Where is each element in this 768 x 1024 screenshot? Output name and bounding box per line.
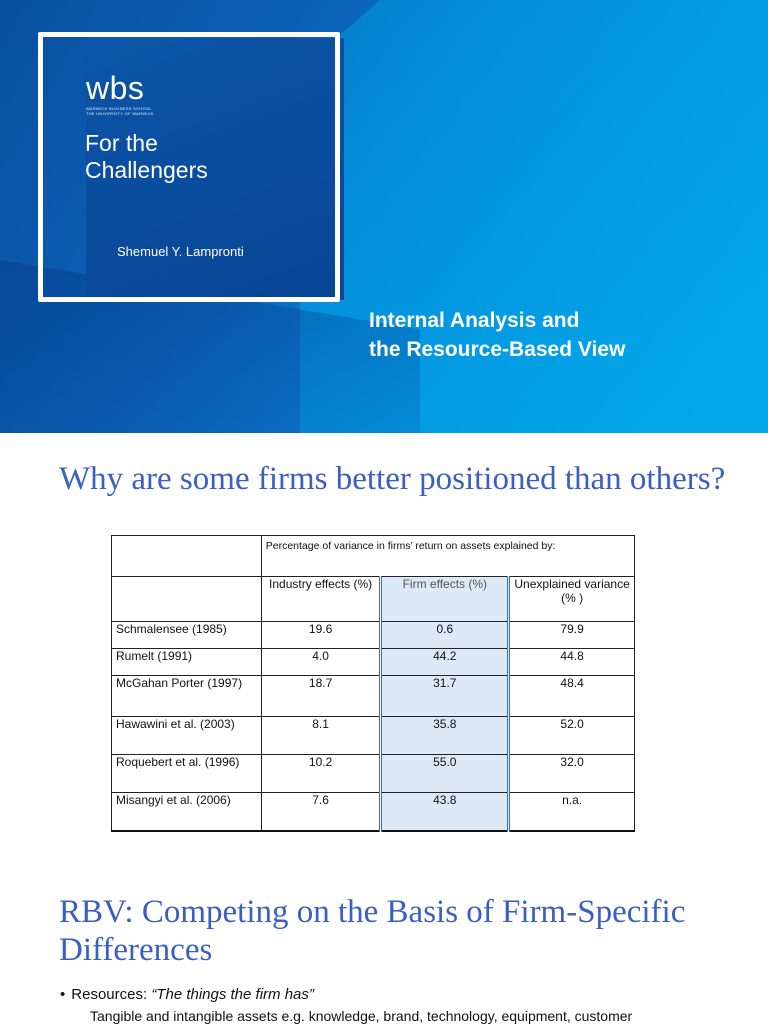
study-cell: Schmalensee (1985)	[111, 621, 262, 649]
industry-cell: 10.2	[260, 754, 382, 793]
firm-cell: 35.8	[379, 716, 511, 755]
unexplained-cell: 79.9	[508, 621, 635, 649]
tagline-line-2: Challengers	[85, 157, 208, 183]
table-row: Roquebert et al. (1996) 10.2 55.0 32.0	[111, 754, 635, 793]
study-cell: Misangyi et al. (2006)	[111, 792, 262, 832]
slide-heading-rbv: RBV: Competing on the Basis of Firm-Spec…	[59, 894, 686, 968]
bullet-label: Resources:	[71, 986, 152, 1003]
table-row: Schmalensee (1985) 19.6 0.6 79.9	[111, 621, 635, 649]
logo-sub-line-1: WARWICK BUSINESS SCHOOL	[86, 106, 152, 111]
study-cell: Roquebert et al. (1996)	[111, 754, 262, 793]
tagline: For the Challengers	[85, 130, 208, 184]
firm-cell: 43.8	[379, 792, 511, 832]
firm-cell: 31.7	[379, 675, 511, 717]
deck-title-line-2: the Resource-Based View	[369, 338, 626, 361]
table-column-header-row: Industry effects (%) Firm effects (%) Un…	[111, 576, 635, 622]
industry-cell: 8.1	[260, 716, 382, 755]
unexplained-cell: n.a.	[508, 792, 635, 832]
table-caption: Percentage of variance in firms’ return …	[260, 535, 636, 577]
industry-cell: 7.6	[260, 792, 382, 832]
industry-cell: 4.0	[260, 648, 382, 676]
table-row: Hawawini et al. (2003) 8.1 35.8 52.0	[111, 716, 635, 755]
slide-heading-positioning: Why are some firms better positioned tha…	[59, 461, 726, 497]
table-caption-row: Percentage of variance in firms’ return …	[111, 535, 636, 577]
study-cell: McGahan Porter (1997)	[111, 675, 262, 717]
bullet-dot-icon: •	[60, 986, 66, 1003]
table-row: Rumelt (1991) 4.0 44.2 44.8	[111, 648, 635, 676]
table-row: McGahan Porter (1997) 18.7 31.7 48.4	[111, 675, 635, 717]
bullet-resources: • Resources: “The things the firm has”	[60, 986, 314, 1003]
logo-sub-line-2: THE UNIVERSITY OF WARWICK	[86, 111, 154, 116]
industry-cell: 19.6	[260, 621, 382, 649]
unexplained-cell: 52.0	[508, 716, 635, 755]
study-cell: Rumelt (1991)	[111, 648, 262, 676]
wbs-logo-subtitle: WARWICK BUSINESS SCHOOL THE UNIVERSITY O…	[86, 106, 154, 116]
cover-panel	[86, 38, 344, 300]
variance-table: Percentage of variance in firms’ return …	[111, 535, 636, 832]
column-header-industry: Industry effects (%)	[260, 576, 382, 622]
deck-title-line-1: Internal Analysis and	[369, 309, 580, 332]
column-header-unexplained: Unexplained variance (% )	[508, 576, 635, 622]
industry-cell: 18.7	[260, 675, 382, 717]
table-empty-cell	[111, 535, 262, 577]
unexplained-cell: 48.4	[508, 675, 635, 717]
author-name: Shemuel Y. Lampronti	[117, 244, 244, 259]
firm-cell: 44.2	[379, 648, 511, 676]
wbs-logo: wbs	[86, 70, 145, 106]
column-header-firm: Firm effects (%)	[379, 576, 511, 622]
unexplained-cell: 44.8	[508, 648, 635, 676]
firm-cell: 0.6	[379, 621, 511, 649]
table-row: Misangyi et al. (2006) 7.6 43.8 n.a.	[111, 792, 635, 832]
cover-frame	[38, 32, 340, 302]
table-empty-cell	[111, 576, 262, 622]
bullet-quote: “The things the firm has”	[151, 986, 314, 1003]
firm-cell: 55.0	[379, 754, 511, 793]
tagline-line-1: For the	[85, 130, 158, 156]
bullet-subline: Tangible and intangible assets e.g. know…	[90, 1008, 633, 1024]
cover-slide: wbs WARWICK BUSINESS SCHOOL THE UNIVERSI…	[0, 0, 768, 433]
unexplained-cell: 32.0	[508, 754, 635, 793]
study-cell: Hawawini et al. (2003)	[111, 716, 262, 755]
deck-title: Internal Analysis and the Resource-Based…	[369, 306, 625, 364]
